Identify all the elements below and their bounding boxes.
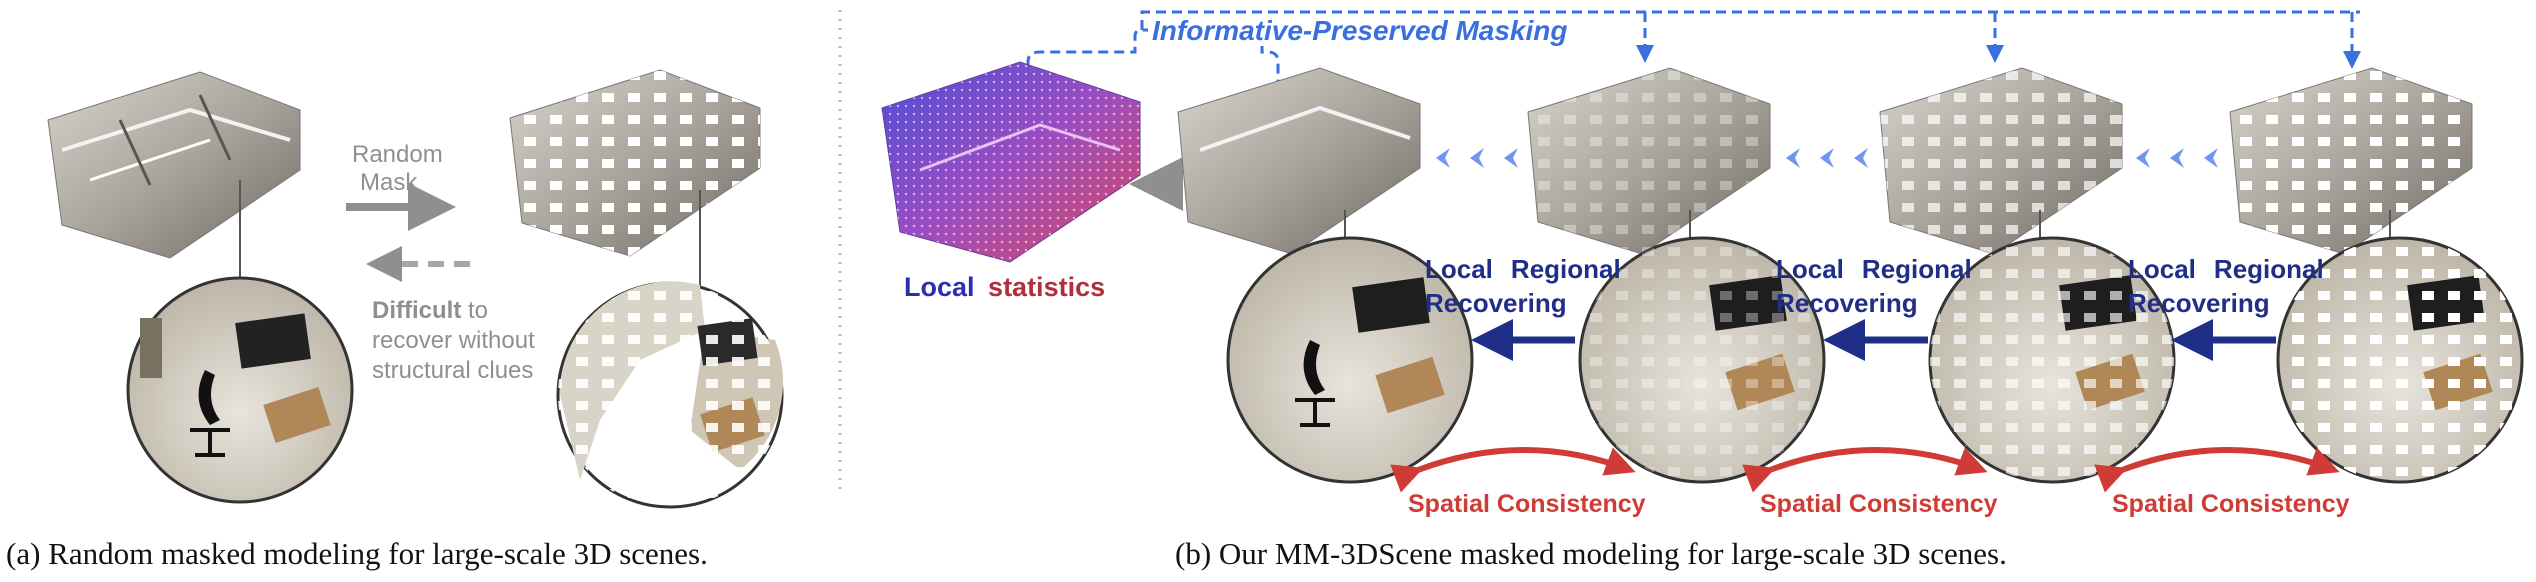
recover-without-label: recover without bbox=[372, 327, 535, 354]
random-mask-label-2: Mask bbox=[360, 169, 418, 196]
zoom-circle-stage-1 bbox=[1578, 236, 1826, 484]
recovering-block-2: Local Regional Recovering bbox=[1776, 254, 1972, 361]
spatial-consistency-1: Spatial Consistency bbox=[1390, 447, 1646, 518]
scene-masked-left bbox=[509, 69, 761, 257]
spatial-consistency-label: Spatial Consistency bbox=[1408, 490, 1646, 518]
scene-stage-1 bbox=[1527, 67, 1771, 255]
local-regional-label: Local Regional bbox=[2128, 254, 2324, 284]
local-regional-label: Local Regional bbox=[1776, 254, 1972, 284]
spatial-consistency-3: Spatial Consistency bbox=[2094, 447, 2350, 518]
zoom-circle-stage-3 bbox=[2276, 236, 2524, 484]
zoom-circle-stage-2 bbox=[1928, 236, 2176, 484]
scene-stage-2 bbox=[1879, 67, 2123, 255]
scene-full-left bbox=[47, 71, 301, 259]
chevrons-3 bbox=[2136, 148, 2218, 168]
recovering-label: Recovering bbox=[1425, 288, 1567, 318]
structural-clues-label: structural clues bbox=[372, 357, 533, 384]
difficult-label: Difficult to bbox=[372, 297, 488, 324]
caption-right: (b) Our MM-3DScene masked modeling for l… bbox=[1175, 536, 2007, 571]
zoom-circle-stage-0 bbox=[1226, 236, 1474, 484]
chevrons-1 bbox=[1436, 148, 1518, 168]
spatial-consistency-label: Spatial Consistency bbox=[1760, 490, 1998, 518]
recovering-block-3: Local Regional Recovering bbox=[2128, 254, 2324, 361]
local-statistics-scene bbox=[881, 61, 1141, 263]
chevrons-2 bbox=[1786, 148, 1868, 168]
spatial-consistency-2: Spatial Consistency bbox=[1742, 447, 1998, 518]
figure-canvas: Random Mask Difficult to recover without… bbox=[47, 10, 2524, 518]
local-statistics-label: Local statistics bbox=[904, 272, 1105, 302]
recovering-label: Recovering bbox=[2128, 288, 2270, 318]
random-mask-label-1: Random bbox=[352, 141, 443, 168]
local-regional-label: Local Regional bbox=[1425, 254, 1621, 284]
right-panel: Informative-Preserved Masking Local stat… bbox=[881, 10, 2524, 518]
recovering-label: Recovering bbox=[1776, 288, 1918, 318]
spatial-consistency-label: Spatial Consistency bbox=[2112, 490, 2350, 518]
zoom-circle-full bbox=[126, 276, 354, 504]
zoom-circle-masked bbox=[556, 281, 784, 509]
ipm-label: Informative-Preserved Masking bbox=[1152, 15, 1568, 46]
scene-stage-0 bbox=[1177, 67, 1421, 255]
recovering-block-1: Local Regional Recovering bbox=[1425, 254, 1621, 361]
left-panel: Random Mask Difficult to recover without… bbox=[47, 69, 784, 509]
scene-stage-3 bbox=[2229, 67, 2473, 255]
caption-left: (a) Random masked modeling for large-sca… bbox=[6, 536, 708, 571]
